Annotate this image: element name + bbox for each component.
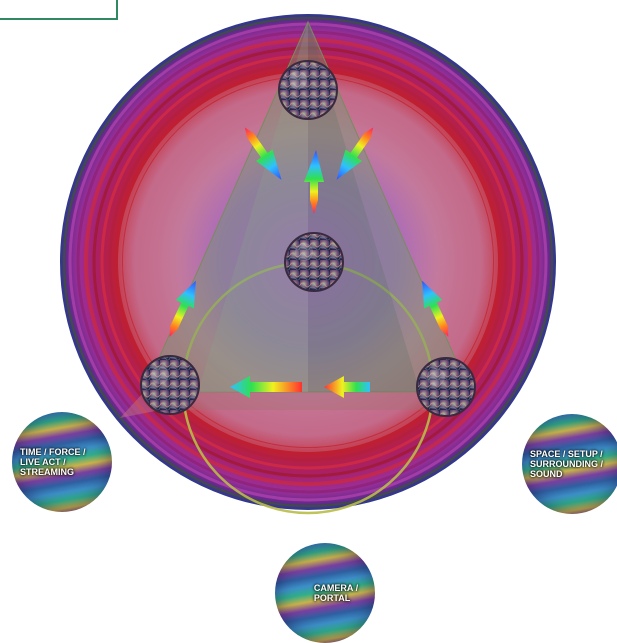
rainbow-arrow-icon — [324, 376, 370, 398]
rainbow-arrow-icon — [304, 150, 324, 214]
triangle-facet-right — [308, 22, 420, 392]
marble-orb-icon — [284, 232, 344, 292]
main-triangle — [143, 20, 471, 393]
rainbow-arrow-icon — [336, 127, 374, 180]
camera-portal-label: CAMERA / PORTAL — [313, 583, 359, 603]
camera-portal-bubble: CAMERA / PORTAL — [275, 543, 375, 643]
triangle-facet-left — [198, 22, 308, 392]
rainbow-arrow-icon — [169, 280, 196, 337]
marble-orb-icon — [140, 355, 200, 415]
triangle-base-shadow — [144, 392, 470, 410]
rainbow-arrow-icon — [422, 280, 449, 337]
time-force-label: TIME / FORCE / LIVE ACT / STREAMING — [20, 447, 86, 477]
time-force-bubble: TIME / FORCE / LIVE ACT / STREAMING — [12, 412, 112, 512]
rainbow-arrow-icon — [244, 127, 282, 180]
rainbow-arrow-icon — [230, 376, 302, 398]
marble-orb-icon — [278, 60, 338, 120]
marble-orb-icon — [416, 357, 476, 417]
corner-frame — [0, 0, 118, 20]
space-setup-bubble: SPACE / SETUP / SURROUNDING / SOUND — [522, 414, 617, 514]
triangle-left-tip — [120, 392, 170, 418]
space-setup-label: SPACE / SETUP / SURROUNDING / SOUND — [530, 449, 604, 479]
